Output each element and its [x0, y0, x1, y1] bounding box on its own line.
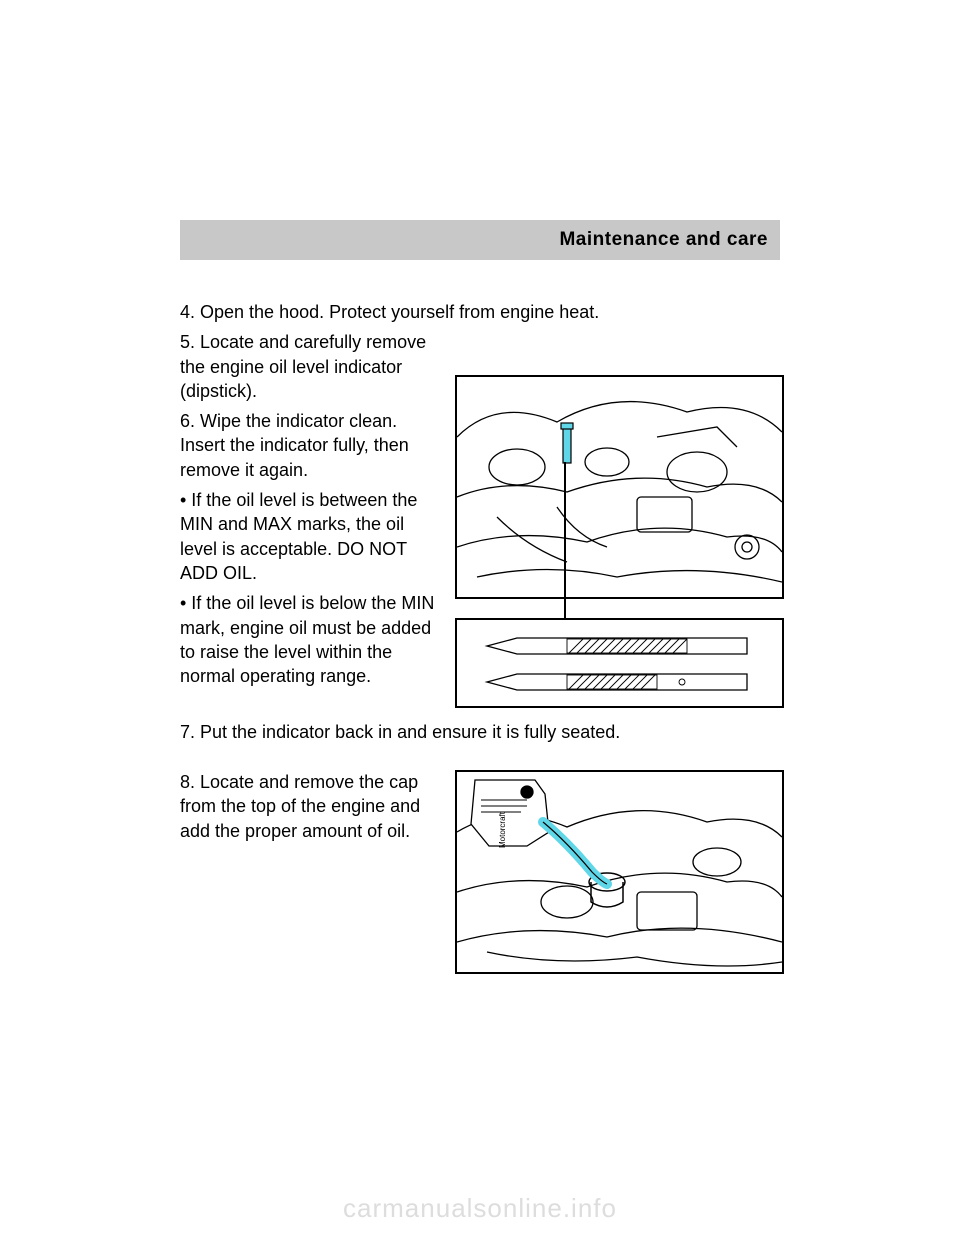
oil-pour-figure: Motorcraft [455, 770, 784, 974]
dipstick-highlight [563, 427, 571, 463]
oil-pour-svg: Motorcraft [457, 772, 782, 972]
dipstick-detail-figure [455, 618, 784, 708]
dipstick-detail-svg [457, 620, 782, 706]
step-6-bullet-2: • If the oil level is below the MIN mark… [180, 591, 440, 688]
bottle-label: Motorcraft [498, 811, 507, 848]
section-title: Maintenance and care [559, 229, 768, 251]
engine-dipstick-svg [457, 377, 782, 597]
step-8-area: 8. Locate and remove the cap from the to… [180, 770, 780, 980]
callout-connector-line [564, 462, 566, 620]
step-6: 6. Wipe the indicator clean. Insert the … [180, 409, 440, 482]
step-6-bullet-1: • If the oil level is between the MIN an… [180, 488, 440, 585]
step-7: 7. Put the indicator back in and ensure … [180, 720, 780, 744]
step-4: 4. Open the hood. Protect yourself from … [180, 300, 780, 324]
engine-dipstick-figure [455, 375, 784, 599]
step-8: 8. Locate and remove the cap from the to… [180, 770, 440, 843]
section-header: Maintenance and care [180, 220, 780, 260]
watermark: carmanualsonline.info [0, 1193, 960, 1224]
step-7-row: 7. Put the indicator back in and ensure … [180, 720, 780, 744]
step-8-text-block: 8. Locate and remove the cap from the to… [180, 770, 440, 843]
page: Maintenance and care 4. Open the hood. P… [0, 0, 960, 1242]
step-5-block: 5. Locate and carefully remove the engin… [180, 330, 440, 688]
step-5: 5. Locate and carefully remove the engin… [180, 330, 440, 403]
